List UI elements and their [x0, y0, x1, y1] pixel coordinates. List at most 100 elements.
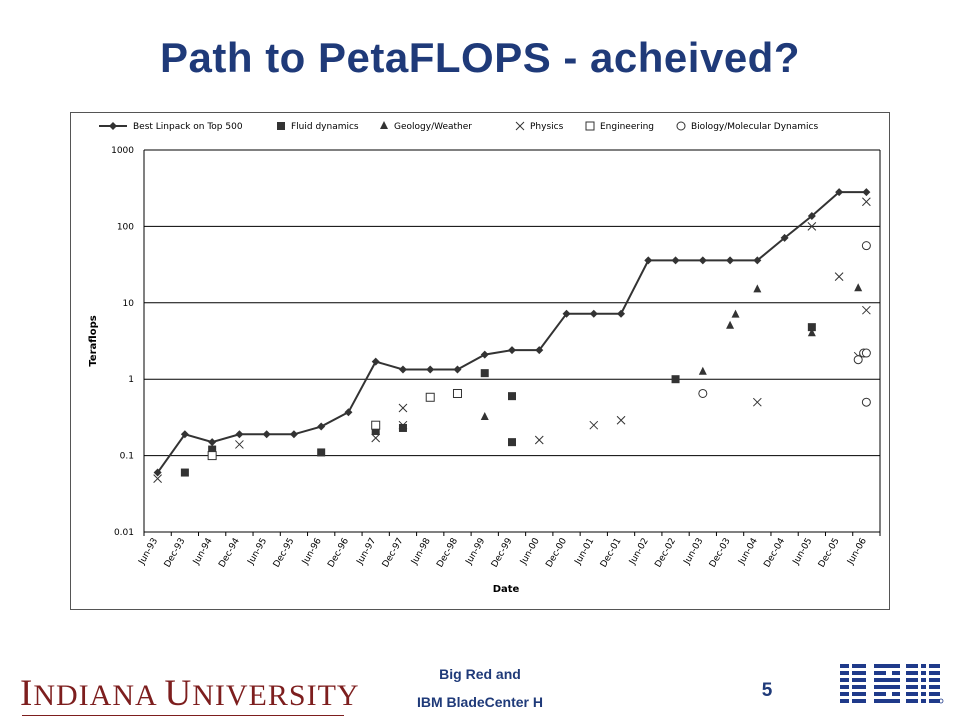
- y-axis-title: Teraflops: [88, 315, 99, 366]
- data-point-physics: [371, 433, 381, 443]
- legend-marker: [109, 122, 117, 130]
- x-tick-label: Jun-01: [573, 537, 597, 568]
- data-point-engineering: [452, 388, 462, 398]
- data-point-biology-molecular-dynamics: [861, 397, 871, 407]
- x-tick-label: Dec-98: [435, 536, 460, 569]
- page-number: 5: [761, 680, 773, 701]
- x-tick-label: Dec-95: [272, 537, 297, 570]
- legend-marker: [585, 121, 595, 131]
- data-point-physics: [589, 420, 599, 430]
- x-tick-label: Jun-99: [464, 536, 488, 567]
- data-point-best-linpack-on-top-500: [153, 468, 162, 477]
- x-tick-label: Jun-98: [409, 536, 433, 567]
- data-point-engineering: [425, 392, 435, 402]
- data-point-physics: [616, 415, 626, 425]
- data-point-biology-molecular-dynamics: [861, 241, 871, 251]
- data-point-best-linpack-on-top-500: [644, 256, 653, 265]
- series-line-best-linpack-on-top-500: [156, 191, 867, 474]
- data-point-best-linpack-on-top-500: [753, 256, 762, 265]
- x-tick-label: Jun-96: [300, 536, 324, 567]
- legend-label-engineering: Engineering: [600, 122, 654, 132]
- x-tick-label: Dec-93: [163, 537, 188, 570]
- data-point-physics: [398, 420, 408, 430]
- legend-label-fluid-dynamics: Fluid dynamics: [291, 122, 359, 132]
- y-tick-label: 100: [117, 222, 134, 232]
- data-point-physics: [862, 197, 871, 207]
- data-point-fluid-dynamics: [508, 438, 516, 447]
- y-tick-label: 10: [123, 299, 135, 309]
- data-point-best-linpack-on-top-500: [835, 188, 844, 197]
- data-point-physics: [752, 397, 762, 407]
- data-point-best-linpack-on-top-500: [371, 357, 380, 366]
- data-point-geology-weather: [726, 320, 735, 329]
- data-point-physics: [235, 440, 244, 449]
- data-point-best-linpack-on-top-500: [208, 438, 217, 447]
- legend-marker: [676, 121, 686, 131]
- x-tick-label: Jun-97: [355, 537, 379, 568]
- data-point-physics: [534, 435, 544, 445]
- data-point-engineering: [207, 451, 217, 461]
- data-point-best-linpack-on-top-500: [780, 233, 789, 242]
- x-tick-label: Jun-93: [137, 537, 161, 568]
- x-tick-label: Dec-00: [544, 536, 569, 569]
- x-axis-title: Date: [493, 584, 520, 595]
- data-point-biology-molecular-dynamics: [861, 348, 871, 358]
- x-tick-label: Jun-03: [682, 537, 706, 568]
- legend-label-geology-weather: Geology/Weather: [394, 122, 472, 132]
- data-point-best-linpack-on-top-500: [289, 430, 298, 439]
- data-point-fluid-dynamics: [508, 392, 516, 401]
- logo-underline: [22, 715, 344, 716]
- data-point-best-linpack-on-top-500: [317, 422, 326, 431]
- data-point-fluid-dynamics: [371, 426, 380, 435]
- x-tick-label: Dec-02: [653, 537, 678, 570]
- x-tick-label: Dec-05: [817, 537, 842, 570]
- legend-label-best-linpack-on-top-500: Best Linpack on Top 500: [133, 122, 243, 132]
- footer-line-1: Big Red and: [439, 666, 521, 682]
- y-tick-label: 1000: [111, 146, 134, 156]
- x-tick-label: Jun-02: [627, 537, 651, 568]
- x-tick-label: Jun-94: [191, 536, 215, 567]
- x-tick-label: Dec-94: [217, 536, 242, 569]
- slide-title: Path to PetaFLOPS - acheived?: [160, 34, 800, 81]
- data-point-best-linpack-on-top-500: [453, 365, 462, 374]
- x-tick-label: Jun-04: [736, 536, 760, 567]
- data-point-best-linpack-on-top-500: [617, 309, 626, 318]
- data-point-fluid-dynamics: [807, 323, 816, 332]
- data-point-fluid-dynamics: [480, 369, 489, 378]
- y-tick-label: 0.1: [120, 452, 134, 462]
- legend-label-physics: Physics: [530, 122, 564, 132]
- data-point-fluid-dynamics: [317, 448, 326, 457]
- indiana-university-wordmark: INDIANA UNIVERSITY: [20, 673, 360, 714]
- data-point-fluid-dynamics: [208, 445, 217, 454]
- legend-marker: [380, 121, 388, 129]
- ibm-logo: [840, 662, 944, 706]
- footer-line-2: IBM BladeCenter H: [416, 694, 544, 710]
- x-tick-label: Jun-05: [791, 537, 815, 568]
- data-point-best-linpack-on-top-500: [180, 430, 189, 439]
- data-point-best-linpack-on-top-500: [698, 256, 707, 265]
- data-point-best-linpack-on-top-500: [398, 365, 407, 374]
- data-point-physics: [862, 305, 871, 315]
- data-point-best-linpack-on-top-500: [535, 346, 544, 355]
- data-point-biology-molecular-dynamics: [853, 355, 863, 365]
- data-point-best-linpack-on-top-500: [807, 212, 816, 221]
- data-point-geology-weather: [807, 328, 816, 337]
- x-tick-label: Dec-97: [381, 537, 406, 570]
- x-tick-label: Dec-04: [762, 536, 787, 569]
- x-tick-label: Dec-99: [490, 536, 515, 569]
- data-point-geology-weather: [731, 309, 740, 318]
- y-tick-label: 1: [128, 375, 134, 385]
- legend-label-biology-molecular-dynamics: Biology/Molecular Dynamics: [691, 122, 818, 132]
- data-point-best-linpack-on-top-500: [726, 256, 735, 265]
- legend-marker: [277, 122, 285, 130]
- x-tick-label: Jun-06: [845, 536, 869, 567]
- data-point-best-linpack-on-top-500: [508, 346, 516, 355]
- data-point-best-linpack-on-top-500: [589, 309, 598, 318]
- data-point-physics: [153, 474, 162, 483]
- data-point-geology-weather: [854, 283, 863, 292]
- chart-frame: 1000 100 10 1 0.1 0.01 Jun-93 Dec-93 Jun-94 Dec-9…: [70, 112, 890, 610]
- x-tick-label: Jun-95: [246, 537, 270, 568]
- x-tick-label: Dec-96: [326, 536, 351, 569]
- data-point-fluid-dynamics: [180, 468, 189, 477]
